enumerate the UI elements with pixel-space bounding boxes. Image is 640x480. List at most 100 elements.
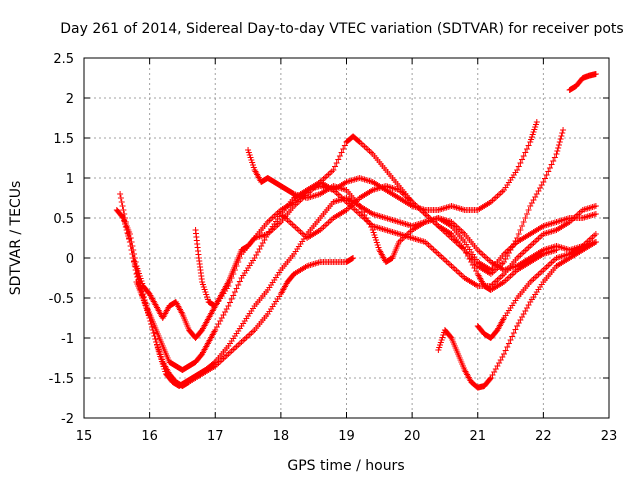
- data-point: [149, 327, 156, 333]
- data-point: [558, 133, 565, 139]
- data-point: [350, 255, 357, 261]
- data-point: [509, 333, 516, 340]
- data-point: [340, 146, 347, 152]
- data-point: [147, 318, 154, 324]
- data-point: [335, 156, 342, 163]
- data-point: [341, 142, 348, 149]
- y-tick-label: -0.5: [49, 292, 74, 307]
- data-point: [559, 130, 566, 136]
- data-point: [332, 163, 339, 170]
- data-point: [146, 315, 153, 321]
- data-point: [149, 324, 156, 330]
- data-point: [555, 142, 562, 148]
- x-tick-label: 15: [76, 429, 93, 444]
- data-point: [546, 165, 553, 171]
- data-point: [225, 303, 232, 309]
- x-tick-label: 22: [535, 429, 552, 444]
- data-point: [517, 160, 524, 166]
- data-point: [517, 227, 524, 233]
- data-point: [119, 203, 126, 209]
- data-point: [514, 167, 521, 173]
- data-point: [550, 158, 557, 164]
- grid-lines: [83, 57, 610, 419]
- y-tick-label: -1.5: [49, 372, 74, 387]
- data-point: [542, 175, 549, 182]
- data-point: [523, 211, 530, 217]
- y-tick-label: 0: [66, 252, 74, 267]
- y-tick-label: 1.5: [53, 132, 74, 147]
- y-tick-label: 0.5: [53, 212, 74, 227]
- data-point: [236, 278, 243, 285]
- y-tick-label: 1: [66, 172, 74, 187]
- data-point: [543, 172, 550, 178]
- data-point: [231, 289, 238, 295]
- data-point: [132, 259, 139, 265]
- data-point: [129, 243, 136, 249]
- data-points: [113, 71, 599, 391]
- series-arc-9: [474, 231, 599, 341]
- data-point: [120, 207, 127, 213]
- data-point: [556, 139, 563, 145]
- series-arc-2: [117, 191, 599, 389]
- data-point: [507, 337, 514, 343]
- data-point: [152, 336, 159, 342]
- series-arc-3: [120, 119, 540, 341]
- data-point: [551, 154, 558, 161]
- data-point: [130, 247, 137, 253]
- data-point: [510, 330, 517, 336]
- data-point: [522, 215, 529, 221]
- data-point: [117, 195, 124, 201]
- data-point: [118, 199, 125, 205]
- data-point: [233, 285, 240, 292]
- series-arc-1: [113, 183, 599, 373]
- data-point: [151, 333, 158, 339]
- data-point: [592, 203, 599, 209]
- data-point: [126, 231, 133, 237]
- data-point: [592, 231, 599, 237]
- data-point: [545, 168, 552, 175]
- data-point: [148, 321, 155, 327]
- data-point: [540, 179, 547, 185]
- y-tick-label: -2: [61, 412, 74, 427]
- data-point: [230, 292, 237, 299]
- series-arc-10: [566, 71, 599, 93]
- data-point: [560, 127, 567, 133]
- data-point: [533, 119, 540, 125]
- data-point: [523, 146, 530, 152]
- data-point: [235, 282, 242, 288]
- data-point: [502, 347, 509, 354]
- data-point: [525, 142, 532, 149]
- x-tick-label: 16: [141, 429, 158, 444]
- data-point: [121, 211, 128, 217]
- data-point: [522, 149, 529, 156]
- data-point: [520, 153, 527, 159]
- series-arc-7: [277, 183, 560, 293]
- data-point: [592, 239, 599, 245]
- data-point: [501, 351, 507, 357]
- data-point: [592, 211, 599, 217]
- x-tick-label: 23: [601, 429, 618, 444]
- data-point: [548, 161, 555, 168]
- data-point: [554, 148, 561, 154]
- y-axis-label: SDTVAR / TECUs: [8, 181, 24, 296]
- x-axis-label: GPS time / hours: [287, 458, 404, 474]
- data-point: [338, 149, 345, 156]
- data-point: [592, 71, 599, 77]
- data-point: [131, 251, 138, 257]
- data-point: [553, 247, 560, 253]
- data-point: [520, 219, 527, 225]
- data-point: [515, 231, 522, 237]
- plot-frame: [83, 57, 610, 419]
- data-point: [336, 153, 343, 159]
- y-tick-label: 2: [66, 92, 74, 107]
- y-tick-label: -1: [61, 332, 74, 347]
- data-point: [131, 255, 138, 261]
- data-point: [127, 235, 134, 241]
- y-tick-label: 2.5: [53, 52, 74, 67]
- data-point: [227, 299, 234, 306]
- data-point: [150, 330, 157, 336]
- data-point: [117, 191, 124, 197]
- series-arc-8: [435, 239, 599, 391]
- data-point: [128, 239, 135, 245]
